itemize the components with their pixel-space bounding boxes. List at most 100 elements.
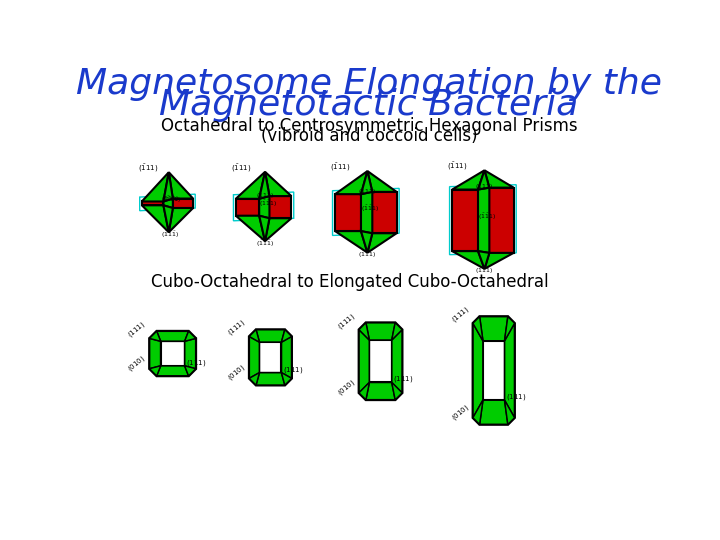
Polygon shape xyxy=(335,231,367,253)
Polygon shape xyxy=(163,199,173,208)
Polygon shape xyxy=(265,172,292,196)
Polygon shape xyxy=(366,323,395,340)
Polygon shape xyxy=(150,366,161,376)
Text: $(\bar{1}\bar{1}\bar{1})$: $(\bar{1}\bar{1}\bar{1})$ xyxy=(358,250,376,260)
Polygon shape xyxy=(478,170,490,190)
Polygon shape xyxy=(485,170,513,187)
Polygon shape xyxy=(478,187,490,253)
Text: $(111)$: $(111)$ xyxy=(506,392,526,402)
Polygon shape xyxy=(184,366,196,376)
Polygon shape xyxy=(359,329,369,393)
Polygon shape xyxy=(235,172,265,199)
Polygon shape xyxy=(505,400,515,424)
Polygon shape xyxy=(452,190,478,251)
Polygon shape xyxy=(483,341,505,400)
Polygon shape xyxy=(163,172,173,201)
Polygon shape xyxy=(157,366,189,376)
Text: $(111)$: $(111)$ xyxy=(161,194,179,203)
Text: $(\bar{1}\bar{1}1)$: $(\bar{1}\bar{1}1)$ xyxy=(163,195,181,205)
Polygon shape xyxy=(150,331,196,376)
Polygon shape xyxy=(235,215,265,241)
Polygon shape xyxy=(282,373,292,385)
Polygon shape xyxy=(259,196,269,218)
Text: $(111)$: $(111)$ xyxy=(256,191,274,200)
Polygon shape xyxy=(249,330,259,342)
Polygon shape xyxy=(265,218,292,241)
Polygon shape xyxy=(359,323,402,400)
Polygon shape xyxy=(259,342,282,373)
Polygon shape xyxy=(452,251,485,269)
Polygon shape xyxy=(505,316,515,341)
Polygon shape xyxy=(473,400,483,424)
Polygon shape xyxy=(505,323,515,418)
Polygon shape xyxy=(473,316,483,341)
Polygon shape xyxy=(452,170,485,190)
Text: (vibroid and coccoid cells): (vibroid and coccoid cells) xyxy=(261,127,477,145)
Text: $(\bar{1}\bar{1}1)$: $(\bar{1}\bar{1}1)$ xyxy=(259,199,277,209)
Text: $(111)$: $(111)$ xyxy=(226,318,248,339)
Text: Magnetotactic Bacteria: Magnetotactic Bacteria xyxy=(159,88,579,122)
Polygon shape xyxy=(335,194,361,231)
Text: $(010)$: $(010)$ xyxy=(126,353,148,374)
Polygon shape xyxy=(184,339,196,369)
Text: $(111)$: $(111)$ xyxy=(283,364,303,375)
Polygon shape xyxy=(361,231,372,253)
Text: $(111)$: $(111)$ xyxy=(336,311,357,332)
Polygon shape xyxy=(161,341,184,366)
Polygon shape xyxy=(150,339,161,369)
Polygon shape xyxy=(359,323,369,340)
Polygon shape xyxy=(269,196,292,218)
Polygon shape xyxy=(282,336,292,379)
Polygon shape xyxy=(369,340,392,382)
Polygon shape xyxy=(282,330,292,342)
Polygon shape xyxy=(259,172,269,199)
Polygon shape xyxy=(142,201,163,205)
Polygon shape xyxy=(168,208,193,232)
Polygon shape xyxy=(361,171,372,194)
Text: $(111)$: $(111)$ xyxy=(358,187,376,195)
Polygon shape xyxy=(392,382,402,400)
Polygon shape xyxy=(392,329,402,393)
Text: $(\bar{1}\bar{1}\bar{1})$: $(\bar{1}\bar{1}\bar{1})$ xyxy=(256,239,274,249)
Text: $(111)$: $(111)$ xyxy=(126,320,148,340)
Polygon shape xyxy=(256,330,285,342)
Text: $(\bar{1}11)$: $(\bar{1}11)$ xyxy=(138,163,158,174)
Polygon shape xyxy=(480,400,508,424)
Text: $(111)$: $(111)$ xyxy=(393,374,413,384)
Polygon shape xyxy=(150,331,161,341)
Polygon shape xyxy=(478,251,490,269)
Polygon shape xyxy=(473,316,515,424)
Polygon shape xyxy=(184,331,196,341)
Text: $(010)$: $(010)$ xyxy=(449,402,472,423)
Polygon shape xyxy=(485,253,513,269)
Text: $(\bar{1}\bar{1}\bar{1})$: $(\bar{1}\bar{1}\bar{1})$ xyxy=(161,230,179,240)
Text: $(111)$: $(111)$ xyxy=(474,182,493,191)
Text: $(111)$: $(111)$ xyxy=(186,358,207,368)
Text: $(\bar{1}\bar{1}\bar{1})$: $(\bar{1}\bar{1}\bar{1})$ xyxy=(474,266,493,276)
Polygon shape xyxy=(249,330,292,385)
Polygon shape xyxy=(367,233,397,253)
Polygon shape xyxy=(163,205,173,232)
Polygon shape xyxy=(359,382,369,400)
Text: $(\bar{1}11)$: $(\bar{1}11)$ xyxy=(330,161,351,173)
Polygon shape xyxy=(335,171,367,194)
Polygon shape xyxy=(473,323,483,418)
Polygon shape xyxy=(168,172,193,199)
Polygon shape xyxy=(361,192,372,233)
Text: $(\bar{1}\bar{1}1)$: $(\bar{1}\bar{1}1)$ xyxy=(478,212,496,222)
Polygon shape xyxy=(157,331,189,341)
Text: $(010)$: $(010)$ xyxy=(226,363,248,383)
Polygon shape xyxy=(259,215,269,241)
Text: Magnetosome Elongation by the: Magnetosome Elongation by the xyxy=(76,67,662,101)
Text: Cubo-Octahedral to Elongated Cubo-Octahedral: Cubo-Octahedral to Elongated Cubo-Octahe… xyxy=(151,273,549,291)
Polygon shape xyxy=(366,382,395,400)
Polygon shape xyxy=(249,373,259,385)
Polygon shape xyxy=(235,199,259,215)
Polygon shape xyxy=(490,187,513,253)
Text: $(010)$: $(010)$ xyxy=(336,377,357,398)
Text: $(\bar{1}11)$: $(\bar{1}11)$ xyxy=(447,161,467,172)
Polygon shape xyxy=(480,316,508,341)
Text: $(\bar{1}11)$: $(\bar{1}11)$ xyxy=(231,163,252,174)
Polygon shape xyxy=(392,323,402,340)
Polygon shape xyxy=(249,336,259,379)
